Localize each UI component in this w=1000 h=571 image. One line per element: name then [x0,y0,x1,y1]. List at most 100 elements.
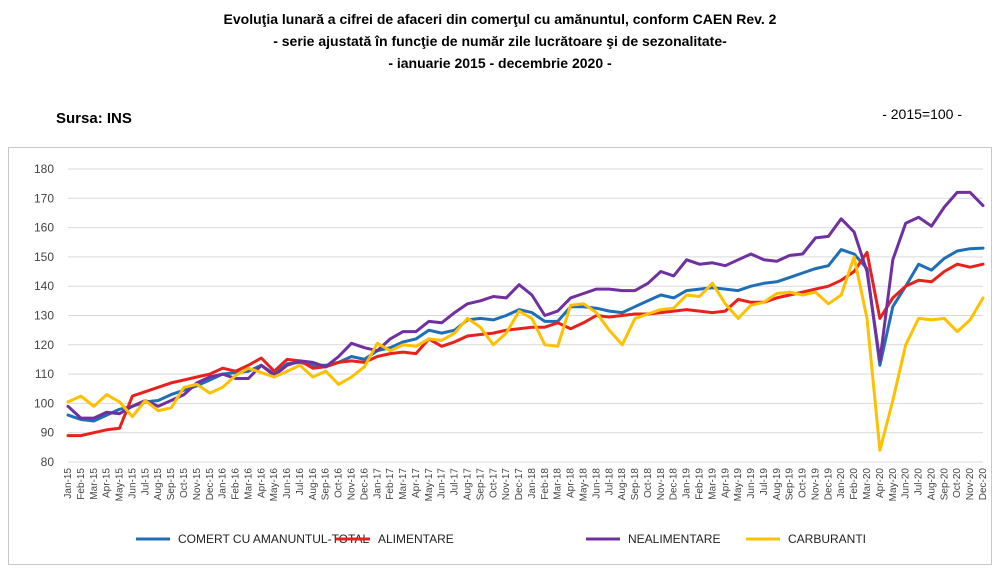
x-tick-label: Apr-16 [256,468,267,498]
chart-title-line3: - ianuarie 2015 - decembrie 2020 - [388,55,612,71]
x-tick-label: Jan-19 [682,468,693,499]
x-tick-label: Apr-17 [411,468,422,498]
legend-item: ALIMENTARE [336,532,454,546]
y-tick-label: 180 [34,162,54,176]
x-tick-label: Aug-17 [463,468,474,501]
y-tick-label: 170 [34,191,54,205]
x-tick-label: May-17 [424,468,435,502]
y-tick-label: 120 [34,338,54,352]
x-tick-label: Jan-20 [836,468,847,499]
x-tick-label: Jan-18 [527,468,538,499]
x-tick-label: Aug-19 [772,468,783,501]
x-tick-label: Jul-20 [914,468,925,496]
x-tick-label: Feb-18 [540,468,551,500]
x-tick-label: Aug-15 [153,468,164,501]
y-tick-label: 150 [34,250,54,264]
x-tick-label: Sep-20 [939,468,950,501]
x-tick-label: May-15 [115,468,126,502]
x-tick-label: Apr-18 [566,468,577,498]
legend-label: CARBURANTI [788,532,866,546]
x-tick-label: Oct-17 [488,468,499,498]
chart-frame [8,147,992,565]
series-lines [66,190,985,452]
x-tick-label: Oct-18 [643,468,654,498]
x-tick-label: Nov-15 [192,468,203,501]
y-tick-label: 110 [35,367,54,381]
y-tick-label: 130 [34,309,54,323]
x-tick-label: Mar-19 [707,468,718,500]
x-tick-label: Feb-20 [849,468,860,500]
series-line [66,255,985,452]
x-tick-label: Feb-16 [231,468,242,500]
x-tick-label: Jan-17 [372,468,383,499]
x-tick-label: Jul-17 [450,468,461,496]
legend-item: NEALIMENTARE [586,532,720,546]
base-year-label: - 2015=100 - [882,106,962,122]
legend-label: ALIMENTARE [378,532,454,546]
x-tick-label: Jul-19 [759,468,770,496]
x-tick-label: May-18 [578,468,589,502]
x-tick-label: Nov-16 [347,468,358,501]
y-tick-label: 100 [34,396,54,410]
x-tick-label: Mar-18 [553,468,564,500]
x-tick-label: Aug-16 [308,468,319,501]
x-tick-label: Aug-20 [926,468,937,501]
x-tick-label: Oct-19 [798,468,809,498]
x-tick-label: Oct-20 [952,468,963,498]
x-tick-label: Jul-15 [140,468,151,496]
x-tick-label: May-16 [269,468,280,502]
x-tick-label: Mar-16 [243,468,254,500]
x-tick-label: Oct-16 [334,468,345,498]
x-tick-label: Dec-16 [359,468,370,501]
x-tick-label: Feb-19 [694,468,705,500]
x-tick-label: Aug-18 [617,468,628,501]
x-tick-label: Apr-19 [720,468,731,498]
x-tick-label: Nov-17 [501,468,512,501]
source-label: Sursa: INS [56,110,132,127]
x-tick-label: Feb-15 [76,468,87,500]
x-tick-label: May-20 [888,468,899,502]
legend-label: NEALIMENTARE [628,532,720,546]
x-tick-label: Sep-17 [475,468,486,501]
y-tick-label: 140 [34,279,54,293]
x-tick-label: Sep-16 [321,468,332,501]
series-line [66,251,985,438]
x-tick-label: May-19 [733,468,744,502]
legend-item: CARBURANTI [746,532,866,546]
x-tick-label: Dec-15 [205,468,216,501]
y-tick-label: 160 [34,221,54,235]
y-tick-label: 80 [41,455,55,469]
x-tick-label: Dec-18 [669,468,680,501]
x-tick-label: Apr-15 [102,468,113,498]
series-line [66,190,985,420]
x-tick-label: Apr-20 [875,468,886,498]
chart-title-line1: Evoluţia lunară a cifrei de afaceri din … [223,11,777,27]
x-tick-label: Sep-19 [785,468,796,501]
legend: COMERT CU AMANUNTUL-TOTAL ALIMENTARE NEALI… [136,532,866,546]
x-tick-label: Nov-19 [810,468,821,501]
legend-item: COMERT CU AMANUNTUL-TOTAL [136,532,369,546]
x-tick-label: Jun-18 [591,468,602,499]
x-tick-label: Jun-15 [127,468,138,499]
legend-label: COMERT CU AMANUNTUL-TOTAL [178,532,369,546]
x-tick-label: Mar-17 [398,468,409,500]
x-tick-label: Dec-20 [978,468,989,501]
x-tick-label: Jun-19 [746,468,757,499]
y-tick-label: 90 [41,426,55,440]
y-axis-ticks: 80 90 100 110 120 130 140 150 160 170 180 [34,162,54,469]
x-axis-ticks: Jan-15 Feb-15 Mar-15 Apr-15 May-15 Jun-15 Jul-… [63,468,989,502]
x-tick-label: Jun-20 [901,468,912,499]
x-tick-label: Jan-16 [218,468,229,499]
chart-title-line2: - serie ajustată în funcţie de număr zil… [273,33,727,49]
x-tick-label: Mar-15 [89,468,100,500]
x-tick-label: Jun-16 [282,468,293,499]
x-tick-label: Nov-18 [656,468,667,501]
x-tick-label: Feb-17 [385,468,396,500]
x-tick-label: Jul-16 [295,468,306,496]
x-tick-label: Sep-18 [630,468,641,501]
x-tick-label: Sep-15 [166,468,177,501]
x-tick-label: Nov-20 [965,468,976,501]
x-tick-label: Dec-19 [823,468,834,501]
line-chart: 80 90 100 110 120 130 140 150 160 170 180 Jan-15 Fe… [8,147,992,565]
x-tick-label: Oct-15 [179,468,190,498]
